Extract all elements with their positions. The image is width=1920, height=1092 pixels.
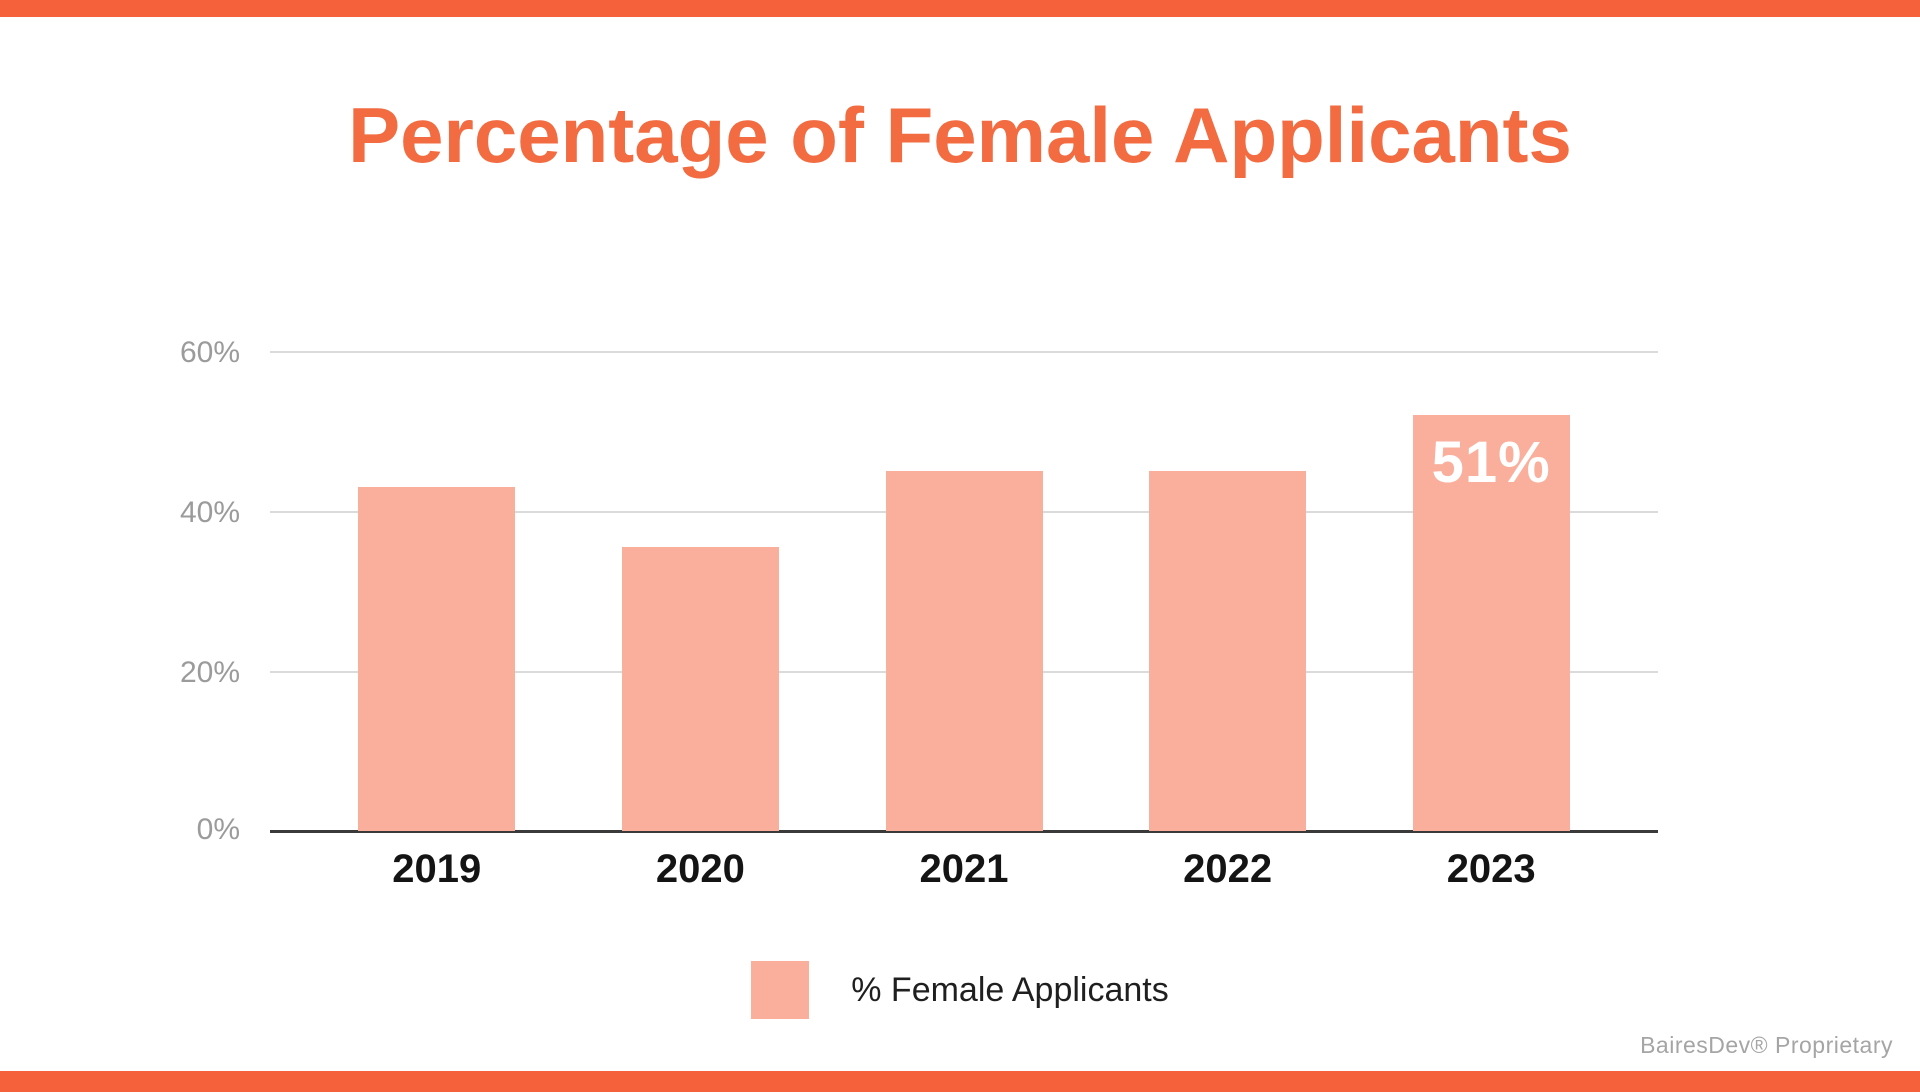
legend-swatch	[751, 961, 810, 1019]
x-axis-line	[270, 830, 1658, 833]
x-tick-label-2021: 2021	[919, 847, 1009, 891]
x-tick-label-2022: 2022	[1183, 847, 1273, 891]
chart-title: Percentage of Female Applicants	[348, 91, 1572, 179]
bar-2020	[621, 547, 779, 831]
bar-2021	[885, 471, 1043, 831]
y-tick-label-40: 40%	[179, 496, 240, 529]
y-tick-label-20: 20%	[179, 656, 240, 689]
bar-2022	[1149, 471, 1307, 831]
watermark-text: BairesDev® Proprietary	[1640, 1032, 1893, 1058]
bar-value-label-2023: 51%	[1431, 430, 1551, 495]
top-accent-bar	[0, 0, 1920, 17]
bottom-accent-bar	[0, 1071, 1920, 1092]
y-tick-label-60: 60%	[179, 336, 240, 369]
y-tick-label-0: 0%	[196, 813, 240, 846]
x-tick-label-2020: 2020	[655, 847, 745, 891]
legend: % Female Applicants	[0, 961, 1920, 1019]
bar-2019	[358, 487, 516, 831]
bar-2023: 51%	[1412, 415, 1570, 831]
x-tick-label-2019: 2019	[392, 847, 482, 891]
x-tick-label-2023: 2023	[1446, 847, 1536, 891]
gridline-60	[270, 351, 1658, 353]
legend-label: % Female Applicants	[851, 970, 1169, 1009]
